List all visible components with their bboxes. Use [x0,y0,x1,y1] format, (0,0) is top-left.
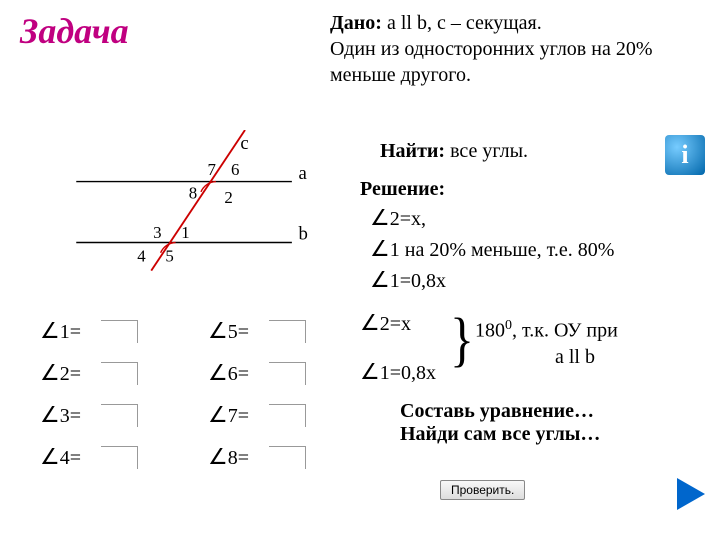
sol-line3: 1=0,8x [370,270,446,292]
deg: 180 [475,320,505,342]
instr-l1: Составь уравнение… [400,400,594,422]
brace-text: 1800, т.к. ОУ при a ll b [475,317,618,370]
ans-5-box[interactable] [269,320,306,343]
check-button[interactable]: Проверить. [440,480,525,500]
equation-pair: 2=x 1=0,8x [360,310,436,385]
eq2-l1: 2=x [360,313,411,335]
ans-6-label: 6= [208,363,249,385]
next-icon[interactable] [677,478,705,510]
diagram: c a b 7 6 8 2 3 1 4 5 [30,130,310,280]
label-2: 2 [224,188,232,207]
ans-1-box[interactable] [101,320,138,343]
answers-grid: 1= 5= 2= 6= 3= 7= 4= 8= [30,310,316,478]
find-label: Найти: [380,140,445,162]
eq2-l2: 1=0,8x [360,362,436,384]
ans-8-label: 8= [208,447,249,469]
brace: } [450,304,474,374]
label-6: 6 [231,160,239,179]
given-text1: a ll b, c – секущая. [387,12,542,34]
label-1: 1 [181,223,189,242]
label-4: 4 [137,246,146,265]
ans-6-box[interactable] [269,362,306,385]
title: Задача [20,10,129,52]
ans-2-label: 2= [40,363,81,385]
solution-label: Решение: [360,178,445,200]
given-label: Дано: [330,12,382,34]
ans-2-box[interactable] [101,362,138,385]
sol-line1: 2=x, [370,208,426,230]
label-a: a [298,163,307,184]
info-icon[interactable]: i [665,135,705,175]
ans-5-label: 5= [208,321,249,343]
ans-7-label: 7= [208,405,249,427]
sol-line2: 1 на 20% меньше, т.е. 80% [370,239,614,261]
given-block: Дано: a ll b, c – секущая. Один из однос… [330,10,700,88]
solution-block: Решение: 2=x, 1 на 20% меньше, т.е. 80% … [360,175,614,295]
ans-4-box[interactable] [101,446,138,469]
find-text: все углы. [450,140,528,162]
instructions: Составь уравнение… Найди сам все углы… [400,400,600,446]
ans-1-label: 1= [40,321,81,343]
find-block: Найти: все углы. [380,140,528,163]
ans-3-box[interactable] [101,404,138,427]
label-8: 8 [189,183,197,202]
label-b: b [298,224,307,245]
instr-l2: Найди сам все углы… [400,423,600,445]
ans-3-label: 3= [40,405,81,427]
deg-sup: 0 [505,318,512,333]
label-5: 5 [165,246,173,265]
label-7: 7 [208,160,216,179]
brace-rest: , т.к. ОУ при [512,320,618,342]
brace-rest2: a ll b [555,346,595,368]
label-c: c [240,133,248,154]
label-3: 3 [153,223,161,242]
ans-4-label: 4= [40,447,81,469]
ans-7-box[interactable] [269,404,306,427]
ans-8-box[interactable] [269,446,306,469]
given-text2: Один из односторонних углов на 20% меньш… [330,38,652,86]
